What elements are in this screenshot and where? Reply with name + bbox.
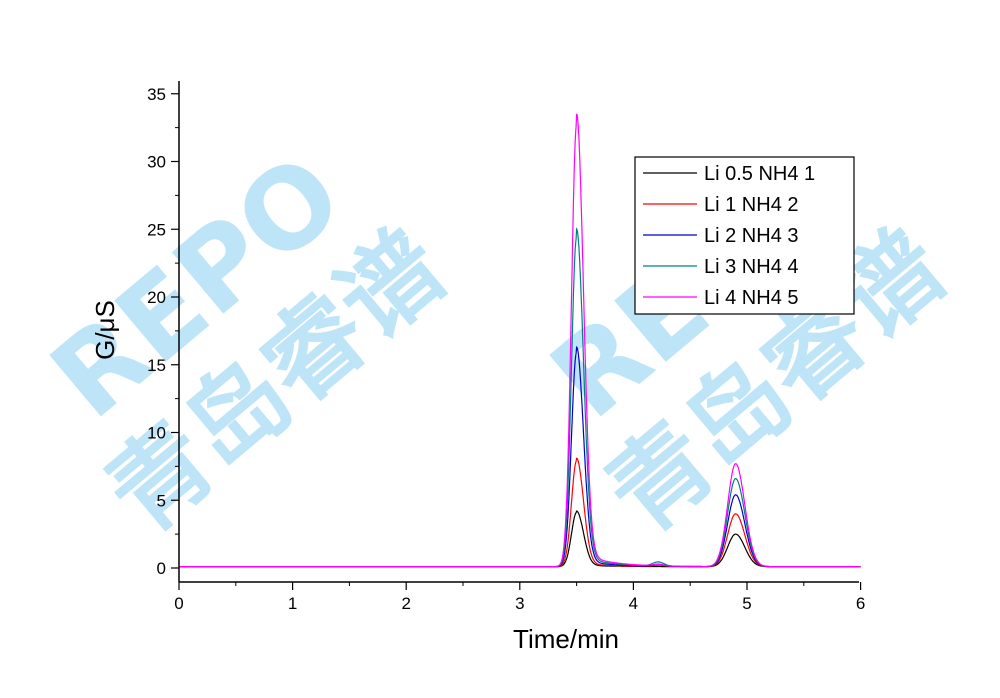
x-tick-label: 3 bbox=[515, 594, 524, 613]
y-tick-label: 15 bbox=[147, 356, 166, 375]
axes-layer: 0 1 2 3 4 5 6 0 5 10 15 20 25 30 35 bbox=[147, 81, 865, 613]
series-line-5 bbox=[179, 113, 861, 568]
series-line-1 bbox=[179, 510, 861, 568]
series-layer bbox=[179, 113, 861, 568]
y-tick-label: 20 bbox=[147, 288, 166, 307]
x-tick-label: 1 bbox=[288, 594, 297, 613]
legend-label: Li 3 NH4 4 bbox=[704, 256, 799, 278]
x-tick-label: 0 bbox=[174, 594, 183, 613]
legend-label: Li 1 NH4 2 bbox=[704, 194, 799, 216]
y-tick-label: 25 bbox=[147, 220, 166, 239]
legend-label: Li 0.5 NH4 1 bbox=[704, 163, 815, 185]
y-tick-label: 10 bbox=[147, 424, 166, 443]
series-line-2 bbox=[179, 457, 861, 568]
y-tick-label: 0 bbox=[157, 559, 166, 578]
x-tick-label: 2 bbox=[401, 594, 410, 613]
y-tick-label: 30 bbox=[147, 153, 166, 172]
y-tick-label: 5 bbox=[157, 491, 166, 510]
x-tick-label: 6 bbox=[856, 594, 865, 613]
y-tick-label: 35 bbox=[147, 85, 166, 104]
y-axis-title: G/μS bbox=[90, 300, 120, 360]
legend: Li 0.5 NH4 1 Li 1 NH4 2 Li 2 NH4 3 Li 3 NH4… bbox=[634, 156, 855, 315]
x-tick-label: 5 bbox=[742, 594, 751, 613]
legend-label: Li 4 NH4 5 bbox=[704, 287, 799, 309]
x-tick-label: 4 bbox=[629, 594, 638, 613]
x-axis-title: Time/min bbox=[513, 624, 619, 654]
legend-label: Li 2 NH4 3 bbox=[704, 225, 799, 247]
